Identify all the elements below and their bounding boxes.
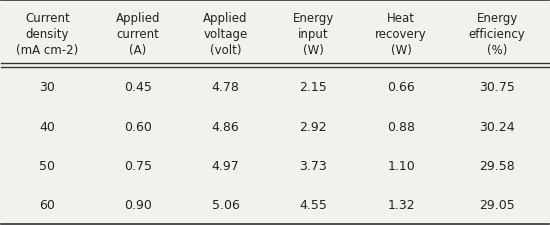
Text: 0.60: 0.60 — [124, 120, 152, 133]
Text: 0.75: 0.75 — [124, 159, 152, 172]
Text: Energy
efficiency
(%): Energy efficiency (%) — [469, 12, 526, 57]
Text: 1.10: 1.10 — [387, 159, 415, 172]
Text: Heat
recovery
(W): Heat recovery (W) — [375, 12, 427, 57]
Text: 30.24: 30.24 — [480, 120, 515, 133]
Text: 5.06: 5.06 — [212, 198, 240, 211]
Text: 4.55: 4.55 — [299, 198, 327, 211]
Text: 4.97: 4.97 — [212, 159, 239, 172]
Text: 2.92: 2.92 — [300, 120, 327, 133]
Text: 50: 50 — [40, 159, 56, 172]
Text: 40: 40 — [40, 120, 55, 133]
Text: Applied
current
(A): Applied current (A) — [116, 12, 160, 57]
Text: 0.88: 0.88 — [387, 120, 415, 133]
Text: 0.66: 0.66 — [387, 81, 415, 94]
Text: Current
density
(mA cm-2): Current density (mA cm-2) — [16, 12, 79, 57]
Text: 60: 60 — [40, 198, 55, 211]
Text: 4.86: 4.86 — [212, 120, 239, 133]
Text: 29.58: 29.58 — [479, 159, 515, 172]
Text: 4.78: 4.78 — [212, 81, 240, 94]
Text: Energy
input
(W): Energy input (W) — [293, 12, 334, 57]
Text: 1.32: 1.32 — [387, 198, 415, 211]
Text: 0.45: 0.45 — [124, 81, 152, 94]
Text: 30: 30 — [40, 81, 55, 94]
Text: 2.15: 2.15 — [300, 81, 327, 94]
Text: 3.73: 3.73 — [300, 159, 327, 172]
Text: 29.05: 29.05 — [479, 198, 515, 211]
Text: 0.90: 0.90 — [124, 198, 152, 211]
Text: 30.75: 30.75 — [479, 81, 515, 94]
Text: Applied
voltage
(volt): Applied voltage (volt) — [204, 12, 248, 57]
